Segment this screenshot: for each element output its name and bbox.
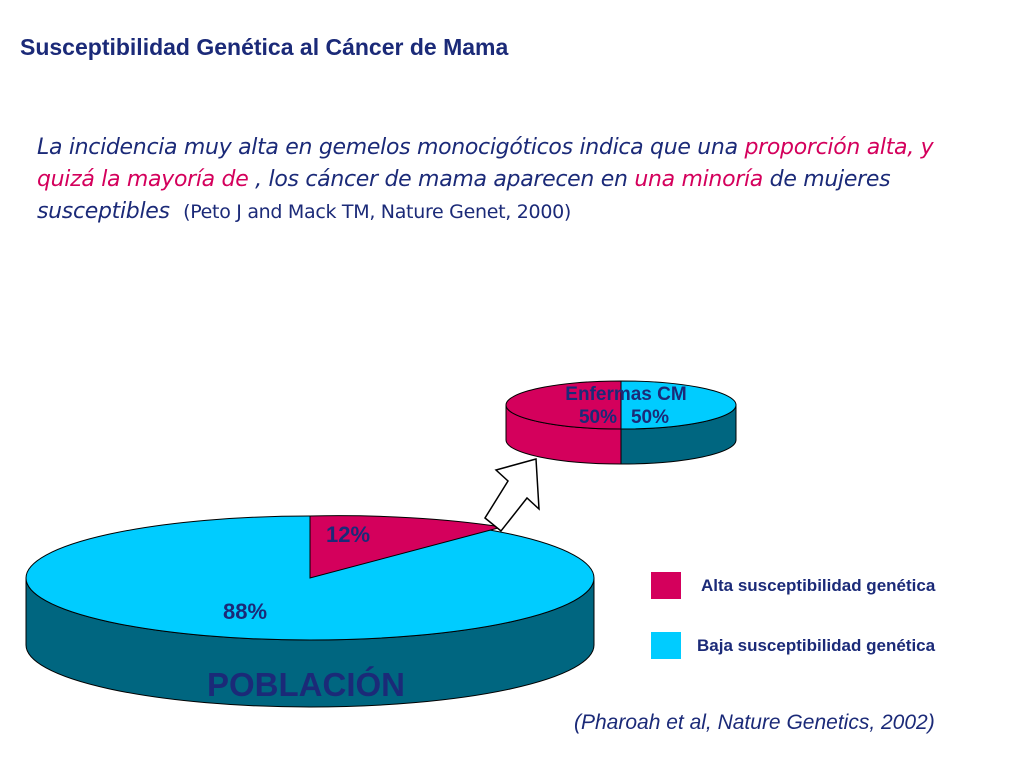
population-pie-label: POBLACIÓN <box>207 666 405 703</box>
arrow-icon <box>484 458 540 533</box>
population-pie: 12% 88% POBLACIÓN <box>25 515 595 708</box>
enfermas-slice-label-alta: 50% <box>579 407 617 428</box>
legend-swatch-alta <box>651 572 681 599</box>
enfermas-slice-label-baja: 50% <box>631 407 669 428</box>
page-title: Susceptibilidad Genética al Cáncer de Ma… <box>20 34 509 60</box>
legend-label-baja: Baja susceptibilidad genética <box>697 635 936 655</box>
intro-text-3: de mujeres susceptibles <box>37 167 891 224</box>
legend-item-baja: Baja susceptibilidad genética <box>651 632 935 659</box>
source-citation: (Pharoah et al, Nature Genetics, 2002) <box>574 711 935 734</box>
legend-item-alta: Alta susceptibilidad genética <box>651 572 935 599</box>
intro-text-2: , los cáncer de mama aparecen en <box>248 167 635 192</box>
enfermas-pie: Enfermas CM 50% 50% <box>505 380 737 465</box>
intro-paragraph: La incidencia muy alta en gemelos monoci… <box>37 132 977 228</box>
intro-highlight-2: una minoría <box>634 167 763 192</box>
intro-citation: (Peto J and Mack TM, Nature Genet, 2000) <box>183 201 572 223</box>
enfermas-pie-slice-baja <box>620 380 737 430</box>
legend-label-alta: Alta susceptibilidad genética <box>701 575 936 595</box>
intro-highlight-1: proporción alta, y quizá la mayoría de <box>37 135 934 192</box>
population-slice-label-alta: 12% <box>326 522 370 547</box>
population-slice-label-baja: 88% <box>223 599 267 624</box>
population-pie-slice-alta <box>309 515 503 579</box>
enfermas-pie-label: Enfermas CM <box>565 384 686 405</box>
enfermas-pie-slice-alta <box>505 380 622 430</box>
legend-swatch-baja <box>651 632 681 659</box>
intro-text-1: La incidencia muy alta en gemelos monoci… <box>37 135 745 160</box>
